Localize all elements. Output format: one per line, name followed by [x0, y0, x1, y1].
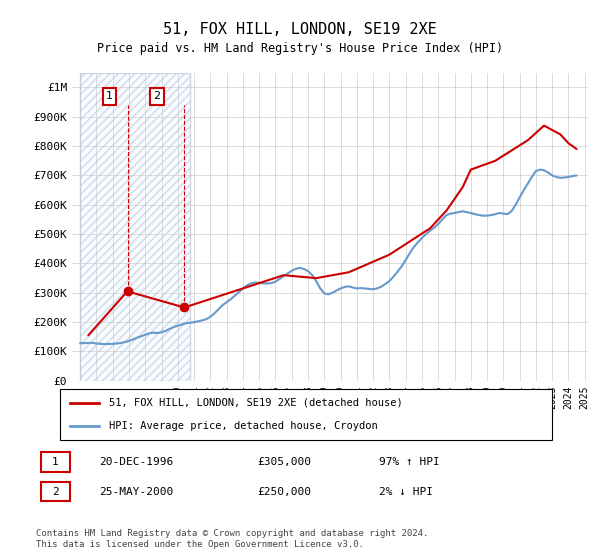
Text: 1: 1 — [52, 457, 59, 467]
Text: 51, FOX HILL, LONDON, SE19 2XE: 51, FOX HILL, LONDON, SE19 2XE — [163, 22, 437, 38]
Text: 25-MAY-2000: 25-MAY-2000 — [100, 487, 173, 497]
Text: Price paid vs. HM Land Registry's House Price Index (HPI): Price paid vs. HM Land Registry's House … — [97, 42, 503, 55]
Text: 51, FOX HILL, LONDON, SE19 2XE (detached house): 51, FOX HILL, LONDON, SE19 2XE (detached… — [109, 398, 403, 408]
FancyBboxPatch shape — [41, 452, 70, 472]
Text: £305,000: £305,000 — [258, 457, 312, 467]
Bar — [80, 73, 190, 381]
Bar — [80, 73, 190, 381]
Text: 1: 1 — [106, 91, 113, 101]
Text: Contains HM Land Registry data © Crown copyright and database right 2024.
This d: Contains HM Land Registry data © Crown c… — [36, 529, 428, 549]
FancyBboxPatch shape — [60, 389, 552, 440]
Text: HPI: Average price, detached house, Croydon: HPI: Average price, detached house, Croy… — [109, 421, 378, 431]
Text: 20-DEC-1996: 20-DEC-1996 — [100, 457, 173, 467]
Text: £250,000: £250,000 — [258, 487, 312, 497]
Text: 2: 2 — [52, 487, 59, 497]
Text: 2: 2 — [153, 91, 160, 101]
Text: 2% ↓ HPI: 2% ↓ HPI — [379, 487, 433, 497]
Text: 97% ↑ HPI: 97% ↑ HPI — [379, 457, 440, 467]
FancyBboxPatch shape — [41, 482, 70, 501]
